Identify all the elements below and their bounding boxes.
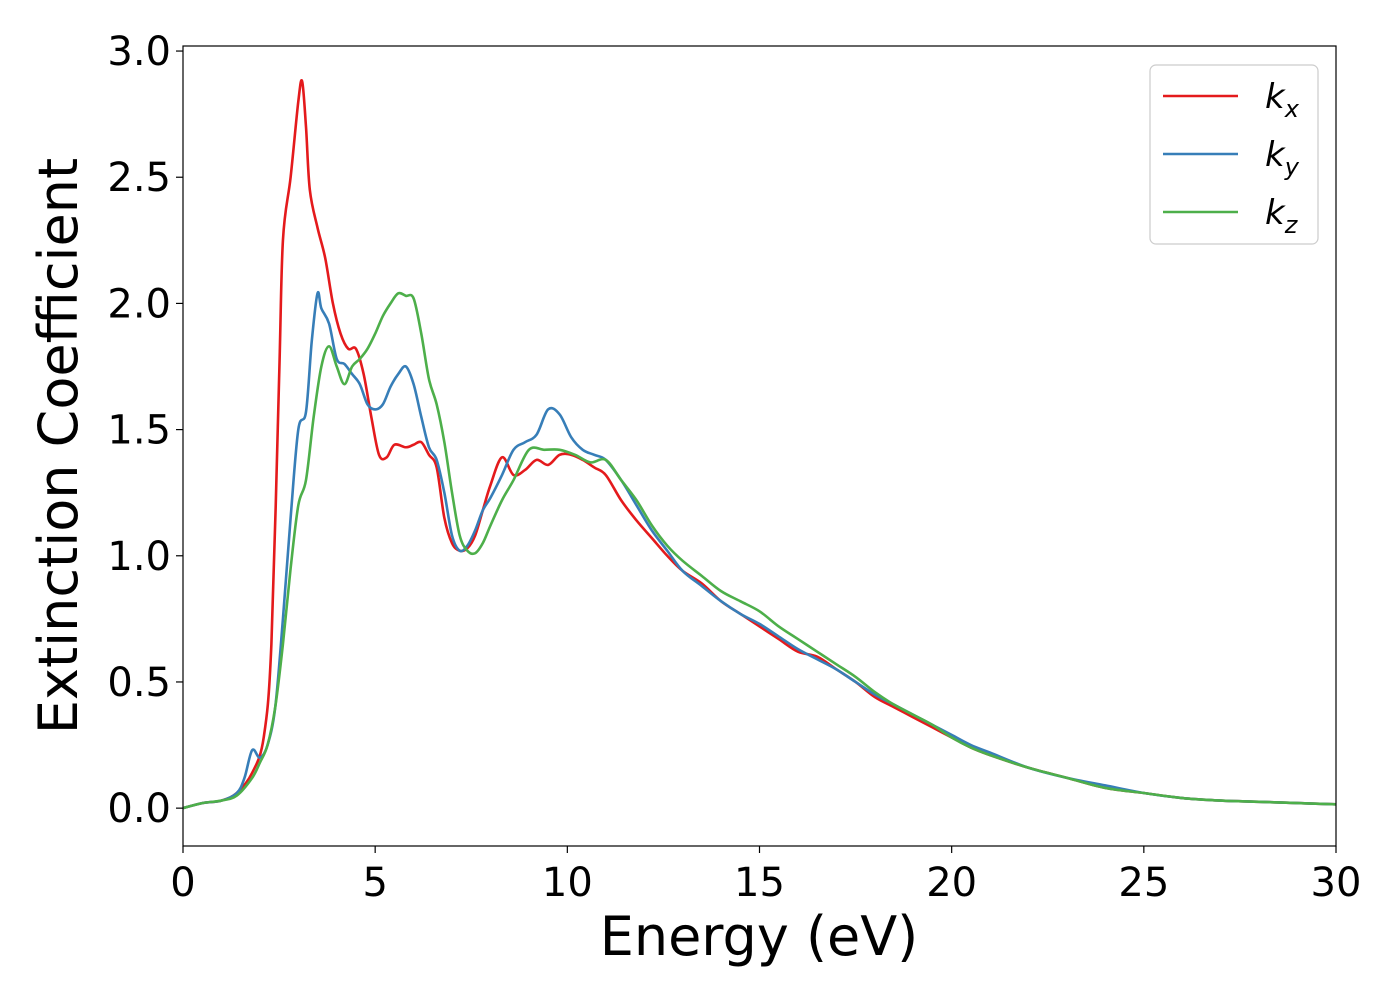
y-tick-label: 2.5: [107, 155, 171, 201]
legend: kx ky kz: [1149, 64, 1319, 245]
x-tick-label: 25: [1118, 860, 1169, 906]
legend-label-y: ky: [1265, 135, 1300, 181]
x-axis-title: Energy (eV): [600, 905, 919, 968]
y-tick-label: 1.5: [107, 408, 171, 454]
x-tick-label: 10: [542, 860, 593, 906]
x-axis: 0 5 10 15 20 25 30: [170, 846, 1361, 906]
x-tick-label: 30: [1311, 860, 1362, 906]
x-tick-label: 0: [170, 860, 195, 906]
series-group: [183, 79, 1336, 810]
legend-label-z: kz: [1265, 193, 1299, 239]
y-tick-label: 2.0: [107, 281, 171, 327]
y-tick-label: 1.0: [107, 534, 171, 580]
x-tick-label: 15: [734, 860, 785, 906]
series-line-z: [183, 291, 1336, 810]
y-tick-label: 3.0: [107, 29, 171, 75]
y-axis-title: Extinction Coefficient: [27, 158, 90, 734]
legend-label-x: kx: [1265, 77, 1300, 123]
series-line-x: [183, 79, 1336, 810]
x-tick-label: 5: [362, 860, 387, 906]
y-tick-label: 0.0: [107, 786, 171, 832]
y-axis: 0.0 0.5 1.0 1.5 2.0 2.5 3.0: [107, 29, 183, 832]
y-tick-label: 0.5: [107, 660, 171, 706]
x-tick-label: 20: [926, 860, 977, 906]
